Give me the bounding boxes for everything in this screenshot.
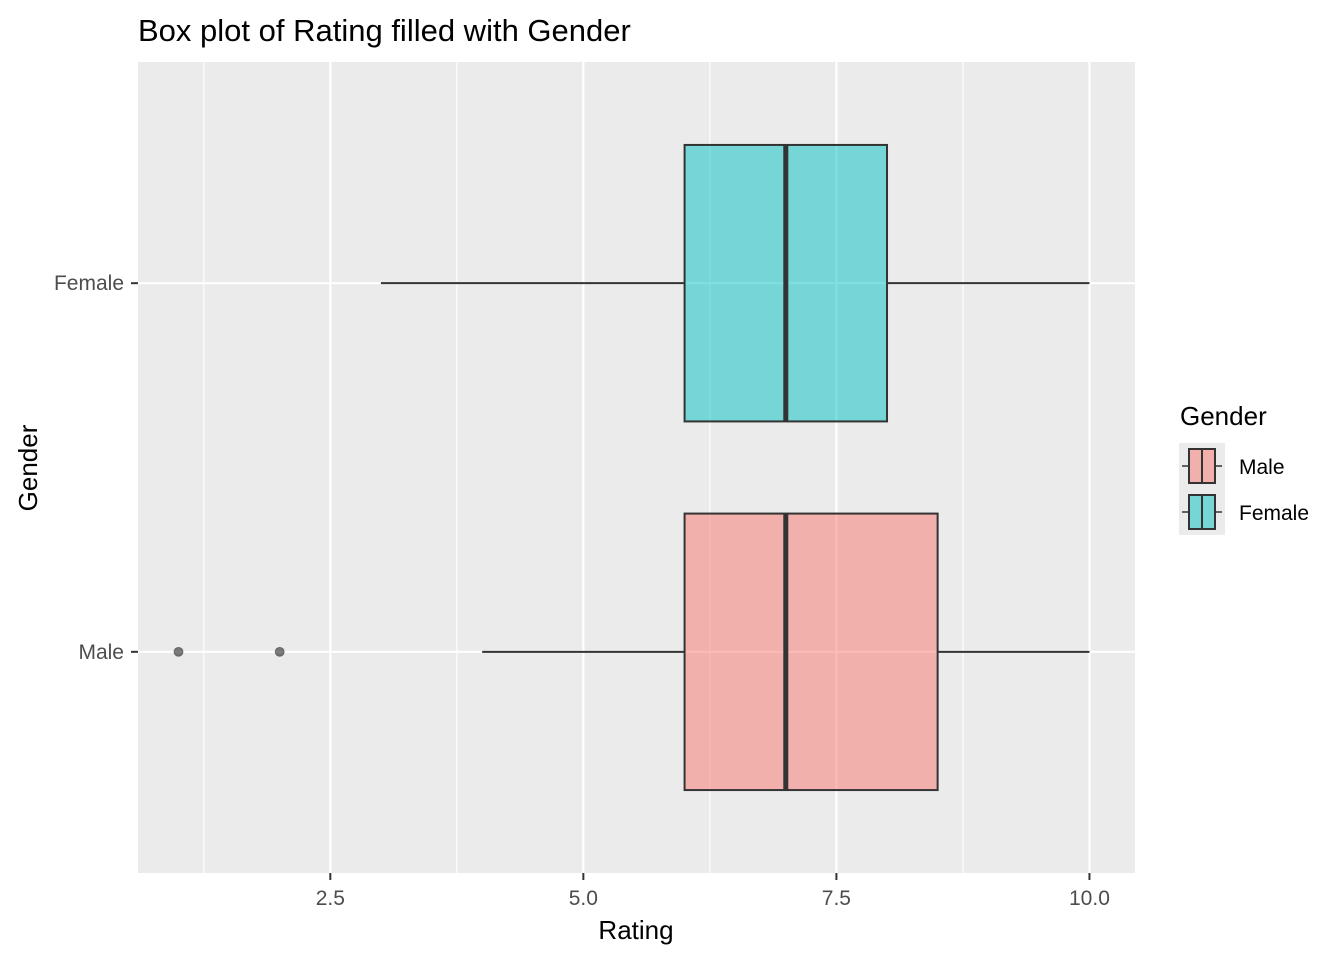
x-axis: 2.5 5.0 7.5 10.0: [316, 873, 1110, 910]
y-tick-label-male: Male: [78, 641, 124, 664]
legend-label-female: Female: [1239, 502, 1309, 525]
x-tick-label: 7.5: [822, 887, 851, 910]
box-male: [173, 512, 1090, 792]
x-tick-label: 5.0: [569, 887, 598, 910]
legend-key-male: Male: [1179, 443, 1285, 489]
y-axis: Male Female: [54, 272, 138, 664]
x-tick-label: 2.5: [316, 887, 345, 910]
legend-title: Gender: [1180, 401, 1267, 431]
boxes: [173, 143, 1090, 792]
legend-key-female: Female: [1179, 489, 1309, 535]
y-axis-title: Gender: [13, 424, 43, 511]
x-tick-label: 10.0: [1069, 887, 1110, 910]
y-tick-label-female: Female: [54, 272, 124, 295]
plot-panel: [138, 62, 1135, 873]
outlier-point-male: [173, 646, 184, 657]
outlier-point-male: [274, 646, 285, 657]
box-female: [380, 143, 1090, 423]
legend-label-male: Male: [1239, 456, 1285, 479]
chart-title: Box plot of Rating filled with Gender: [138, 13, 631, 48]
box-rect-male: [683, 512, 939, 792]
x-axis-title: Rating: [598, 915, 673, 945]
legend: Gender Male Female: [1179, 401, 1309, 535]
